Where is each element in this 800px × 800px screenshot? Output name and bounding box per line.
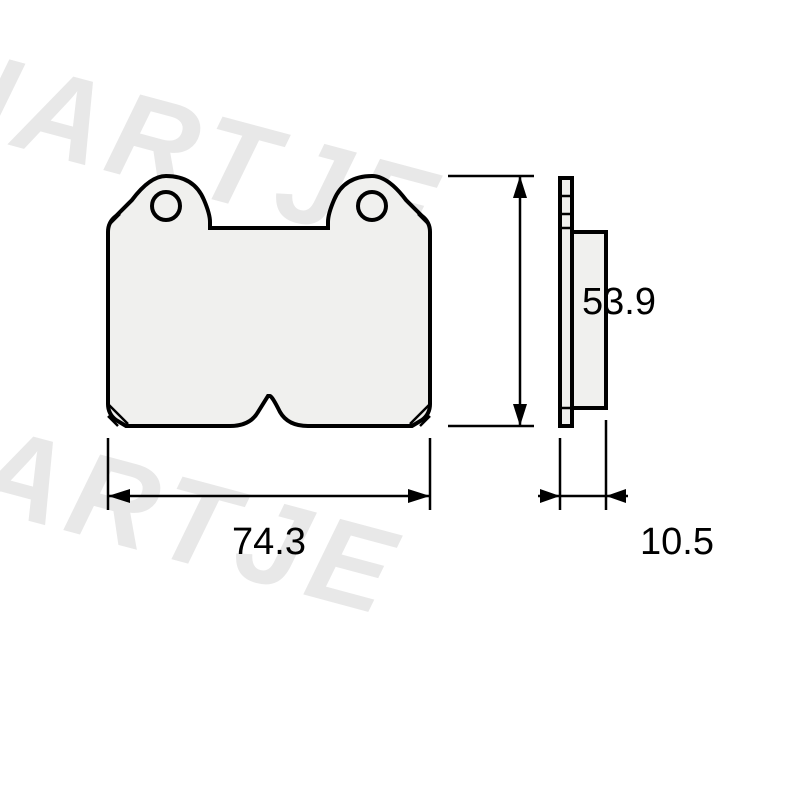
thickness-label: 10.5	[640, 521, 714, 563]
height-label: 53.9	[582, 281, 656, 323]
width-label: 74.3	[232, 521, 306, 563]
front-view	[108, 176, 430, 426]
technical-diagram: 74.3 53.9 10.5	[0, 0, 800, 800]
dimension-height: 53.9	[448, 176, 656, 426]
dimension-width: 74.3	[108, 438, 430, 563]
dimension-thickness: 10.5	[538, 420, 714, 563]
